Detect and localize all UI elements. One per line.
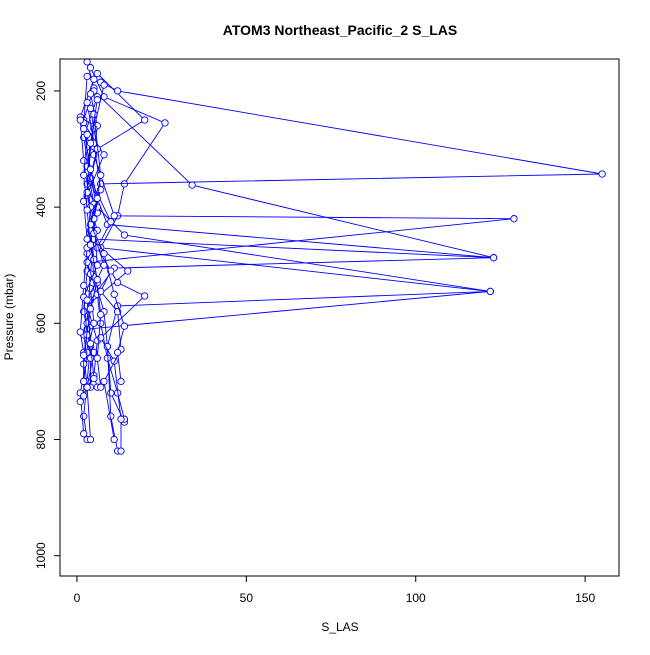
- data-point: [80, 197, 88, 205]
- data-point: [103, 354, 112, 362]
- x-axis: 0 50 100 150: [74, 575, 595, 605]
- data-point: [93, 276, 101, 284]
- data-point: [117, 377, 125, 386]
- series-line: [83, 134, 98, 382]
- data-point: [93, 69, 101, 78]
- data-point: [113, 278, 122, 287]
- data-point: [80, 351, 88, 359]
- y-axis: 200 400 600 800 1000: [34, 81, 61, 569]
- data-point: [80, 157, 88, 165]
- data-point: [97, 383, 105, 391]
- x-tick-label: 150: [575, 591, 595, 605]
- data-point: [83, 130, 91, 139]
- data-point: [188, 181, 196, 189]
- data-point: [83, 296, 91, 304]
- data-point: [80, 392, 88, 400]
- series-17: [80, 130, 101, 386]
- y-axis-label: Pressure (mbar): [2, 274, 16, 361]
- series-13: [80, 104, 105, 391]
- data-point: [86, 339, 95, 348]
- data-point: [80, 281, 88, 290]
- data-point: [598, 170, 606, 178]
- data-point: [141, 116, 149, 124]
- data-point: [86, 241, 95, 249]
- data-point: [83, 72, 91, 81]
- data-point: [80, 377, 88, 386]
- x-tick-label: 50: [240, 591, 254, 605]
- data-point: [107, 389, 115, 397]
- data-point: [161, 119, 169, 127]
- x-axis-label: S_LAS: [321, 620, 358, 634]
- data-point: [86, 64, 95, 72]
- data-point: [100, 151, 108, 159]
- data-point: [83, 383, 91, 391]
- data-point: [117, 415, 125, 423]
- data-point: [80, 125, 88, 133]
- data-point: [100, 249, 108, 258]
- data-point: [100, 81, 108, 89]
- data-point: [90, 75, 98, 83]
- data-point: [124, 267, 132, 275]
- data-point: [510, 215, 518, 223]
- data-point: [86, 165, 95, 174]
- data-point: [86, 139, 95, 147]
- data-point: [93, 194, 101, 203]
- data-point: [113, 87, 122, 95]
- x-tick-label: 100: [406, 591, 426, 605]
- data-point: [486, 287, 494, 296]
- data-point: [97, 171, 105, 179]
- chart-title: ATOM3 Northeast_Pacific_2 S_LAS: [223, 22, 457, 38]
- y-tick-label: 600: [34, 313, 48, 333]
- data-point: [83, 58, 91, 66]
- data-point: [100, 377, 108, 386]
- data-point: [76, 328, 84, 336]
- data-point: [90, 110, 98, 118]
- x-tick-label: 0: [74, 591, 81, 605]
- data-point: [90, 319, 98, 327]
- y-tick-label: 400: [34, 197, 48, 217]
- data-point: [107, 218, 115, 226]
- data-point: [113, 348, 122, 357]
- data-point: [93, 354, 101, 362]
- data-point: [110, 435, 118, 444]
- data-point: [80, 412, 88, 420]
- series-line: [83, 96, 491, 452]
- y-tick-label: 1000: [34, 542, 48, 569]
- data-point: [86, 104, 95, 113]
- data-point: [86, 435, 95, 444]
- data-point: [141, 292, 149, 300]
- data-point: [83, 206, 91, 214]
- series-16: [80, 125, 129, 386]
- series-layer: [76, 58, 606, 455]
- data-point: [76, 398, 84, 406]
- data-point: [120, 231, 129, 239]
- data-point: [110, 290, 118, 298]
- data-point: [489, 254, 498, 262]
- data-point: [120, 322, 129, 330]
- data-point: [86, 354, 95, 362]
- series-15: [83, 96, 108, 391]
- y-tick-label: 200: [34, 81, 48, 101]
- data-point: [83, 98, 91, 107]
- series-line: [83, 114, 102, 396]
- data-point: [110, 212, 118, 220]
- data-point: [80, 430, 88, 438]
- data-point: [97, 319, 105, 327]
- data-point: [97, 310, 105, 319]
- data-point: [86, 305, 95, 313]
- data-point: [86, 90, 95, 98]
- data-point: [76, 116, 84, 124]
- data-point: [117, 447, 125, 455]
- data-point: [83, 258, 91, 266]
- y-tick-label: 800: [34, 429, 48, 449]
- data-point: [80, 171, 88, 179]
- data-point: [93, 96, 101, 104]
- data-point: [90, 374, 98, 383]
- data-point: [97, 287, 105, 296]
